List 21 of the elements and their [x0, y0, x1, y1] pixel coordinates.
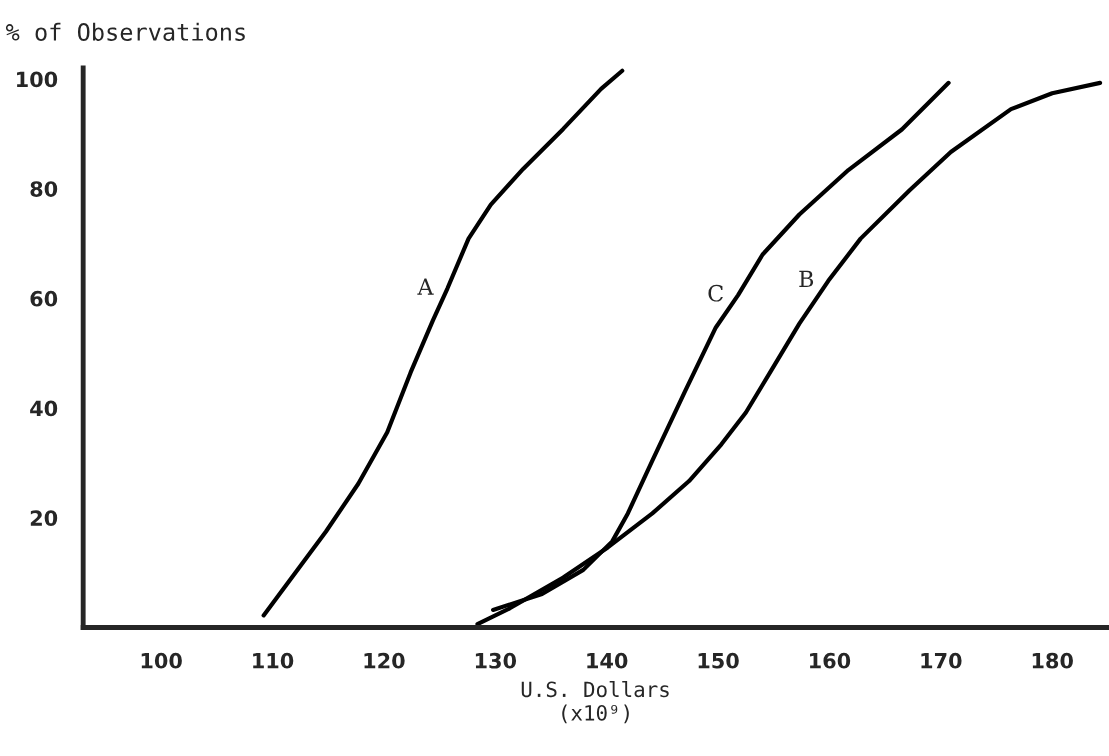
annotation: B — [799, 270, 814, 287]
x-tick-label: 140 — [587, 652, 628, 669]
x-tick-label: 170 — [921, 652, 962, 669]
x-tick-label: 100 — [141, 652, 182, 669]
y-tick-label: 80 — [30, 181, 58, 197]
line-series — [261, 68, 625, 618]
line-series — [475, 80, 1103, 627]
x-tick-label: 130 — [475, 652, 517, 669]
y-tick-label: 60 — [30, 290, 58, 307]
y-tick-label: 40 — [30, 400, 58, 417]
x-tick-label: 110 — [253, 652, 294, 669]
annotation: C — [708, 284, 723, 302]
y-axis-title: % of Observations — [5, 22, 245, 41]
x-tick-label: 120 — [364, 652, 405, 669]
x-tick-label: 150 — [698, 652, 739, 669]
annotation: A — [417, 278, 434, 295]
y-tick-label: 100 — [17, 71, 58, 88]
y-tick-label: 20 — [30, 510, 58, 526]
x-axis-title: U.S. Dollars (x10⁹) — [521, 680, 669, 724]
x-tick-label: 160 — [810, 652, 851, 669]
x-tick-label: 180 — [1032, 652, 1073, 669]
